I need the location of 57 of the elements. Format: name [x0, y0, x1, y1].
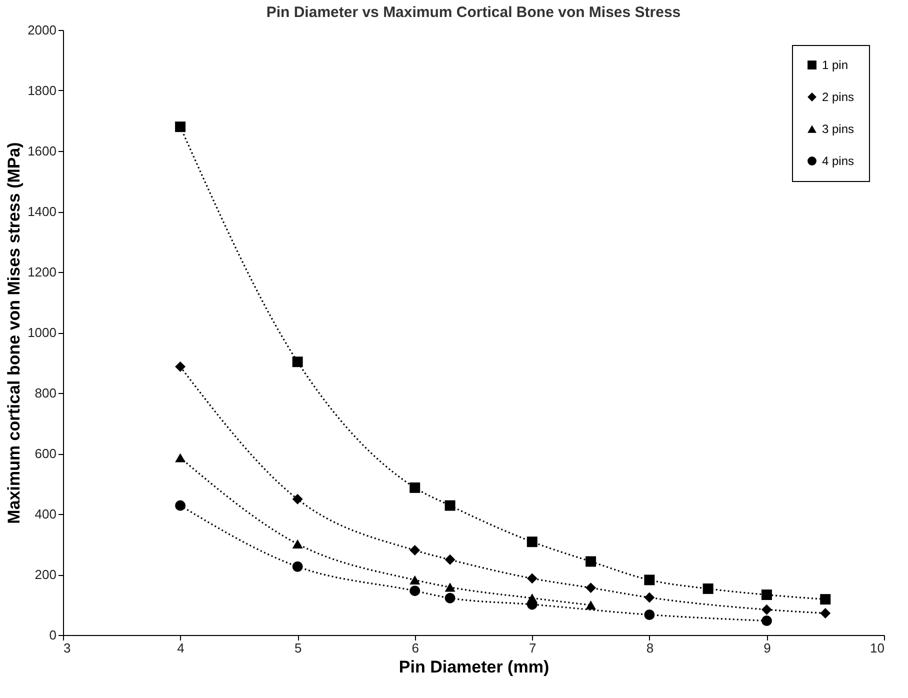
y-tick-label: 400 [34, 506, 56, 522]
point [444, 500, 456, 511]
point [761, 590, 772, 600]
chart-title: Pin Diameter vs Maximum Cortical Bone von Mises Stress [266, 4, 681, 21]
y-tick-label: 1200 [28, 264, 56, 280]
y-tick-label: 600 [34, 446, 56, 461]
x-tick-label: 10 [870, 640, 884, 656]
legend-label: 1 pin [822, 58, 848, 72]
point [444, 554, 456, 565]
point [410, 482, 420, 493]
point [175, 361, 186, 372]
legend-label: 2 pins [822, 90, 854, 104]
point [820, 594, 831, 605]
legend-label: 4 pins [822, 154, 854, 168]
y-tick-label: 200 [34, 567, 56, 582]
x-tick-label: 8 [646, 640, 654, 656]
y-tick-label: 0 [49, 628, 56, 642]
point [526, 594, 538, 603]
y-tick-label: 1600 [28, 144, 56, 158]
point [761, 604, 772, 615]
point [761, 616, 772, 626]
point [292, 561, 303, 572]
point [586, 582, 596, 594]
point [702, 583, 714, 594]
x-tick-label: 7 [529, 640, 536, 656]
y-tick-label: 2000 [28, 22, 56, 38]
y-tick-label: 1800 [28, 83, 56, 98]
point [292, 494, 303, 504]
point [820, 608, 831, 618]
legend-label: 3 pins [822, 122, 854, 136]
point [410, 586, 420, 596]
point [175, 453, 186, 462]
point [175, 122, 186, 132]
x-tick-label: 5 [294, 640, 302, 656]
y-axis-title: Maximum cortical bone von Mises stress (MPa) [4, 142, 24, 524]
point [526, 536, 538, 548]
y-tick-label: 1000 [28, 325, 56, 340]
point [644, 610, 655, 620]
x-tick-label: 3 [64, 640, 71, 656]
x-tick-label: 9 [764, 640, 771, 656]
point [586, 600, 596, 610]
x-tick-label: 4 [177, 640, 184, 656]
point [644, 574, 655, 586]
point [410, 575, 420, 584]
point [644, 592, 655, 603]
x-axis-title: Pin Diameter (mm) [398, 658, 550, 676]
y-tick-label: 1400 [28, 204, 56, 219]
point [586, 556, 596, 567]
point [444, 592, 456, 604]
y-tick-label: 800 [34, 386, 56, 400]
point [410, 545, 420, 556]
x-tick-label: 6 [412, 640, 419, 656]
point [444, 582, 456, 592]
point [292, 356, 303, 368]
point [175, 500, 186, 511]
point [526, 573, 538, 584]
point [292, 539, 303, 548]
